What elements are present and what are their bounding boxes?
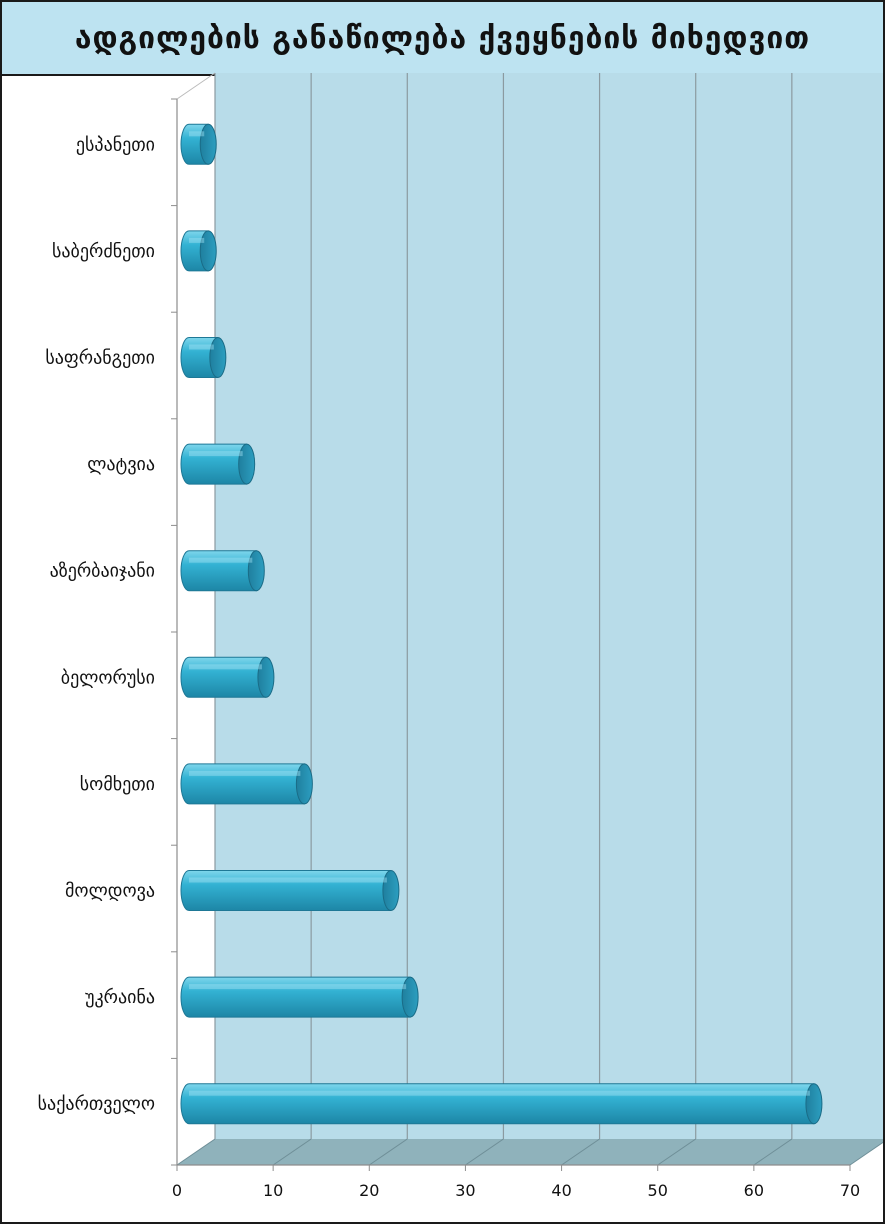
floor-gridline [465, 1138, 504, 1166]
category-label: საქართველო [38, 1094, 155, 1115]
chart-title: ადგილების განაწილება ქვეყნების მიხედვით [74, 20, 811, 56]
x-tick-label: 20 [359, 1181, 379, 1200]
floor-gridline [657, 1138, 696, 1166]
bar-cap [401, 976, 419, 1018]
x-tick-label: 0 [172, 1181, 182, 1200]
category-label: უკრაინა [85, 987, 155, 1008]
bar [180, 763, 305, 805]
bar-highlight [189, 344, 214, 350]
bar [180, 976, 411, 1018]
bar-cap [199, 230, 217, 272]
floor-gridline [176, 1138, 216, 1166]
bar [180, 656, 267, 698]
category-label: საფრანგეთი [45, 348, 155, 369]
floor-gridline [849, 1141, 883, 1166]
bar [180, 870, 392, 911]
x-tick-label: 10 [263, 1181, 283, 1200]
bar-highlight [189, 1090, 810, 1096]
x-tick-label: 30 [455, 1181, 475, 1200]
bar [180, 443, 248, 485]
floor-gridline [753, 1138, 793, 1166]
bar-highlight [189, 877, 387, 883]
x-tick-label: 60 [744, 1181, 764, 1200]
bar-highlight [189, 984, 407, 990]
category-label: ესპანეთი [76, 134, 155, 155]
category-label: ლატვია [87, 454, 155, 475]
category-label: აზერბაიჯანი [50, 561, 155, 582]
category-label: სომხეთი [80, 774, 155, 795]
bar-cap [199, 123, 217, 165]
plot-back-wall [215, 73, 883, 1139]
bar-highlight [189, 131, 205, 137]
bar-cap [295, 763, 313, 805]
floor-gridline [561, 1138, 600, 1166]
title-bar: ადგილების განაწილება ქვეყნების მიხედვით [2, 2, 883, 76]
bar [180, 337, 219, 378]
bar [180, 1083, 815, 1125]
plot-floor [177, 1139, 883, 1165]
bar-highlight [189, 557, 253, 563]
floor-gridline [369, 1138, 408, 1166]
bar-highlight [189, 664, 262, 670]
x-tick-label: 70 [840, 1181, 860, 1200]
bar-cap [238, 443, 256, 485]
bar-highlight [189, 451, 243, 457]
x-tick-label: 50 [648, 1181, 668, 1200]
category-label: ბელორუსი [61, 667, 155, 688]
bar-cap [382, 870, 400, 911]
bar-cap [209, 337, 227, 378]
bar-cap [257, 656, 275, 698]
floor-gridline [272, 1138, 312, 1166]
category-label: საბერძნეთი [52, 241, 155, 262]
bar-cap [805, 1083, 823, 1125]
bar-cap [247, 550, 265, 592]
left-wall-top-edge [176, 72, 216, 100]
category-label: მოლდოვა [65, 881, 155, 902]
x-tick-label: 40 [551, 1181, 571, 1200]
bar-highlight [189, 237, 205, 243]
bar [180, 550, 257, 592]
bar-highlight [189, 770, 301, 776]
